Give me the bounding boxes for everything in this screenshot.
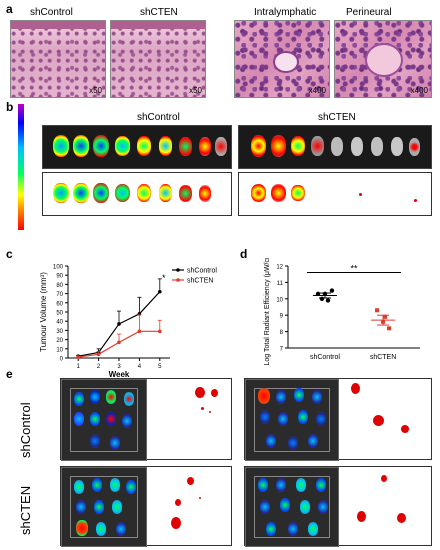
data-point — [117, 340, 121, 345]
ex-vivo-image-shcten-1 — [60, 466, 232, 547]
ex-vivo-dish — [61, 379, 147, 461]
y-axis-label: Log Total Radiant Efficiency (μW/cm²) — [264, 258, 271, 365]
histology-image-perineural: x400 — [334, 20, 432, 98]
y-tick-label: 7 — [280, 347, 284, 353]
y-tick-label: 60 — [56, 301, 63, 307]
x-tick-label: 1 — [77, 364, 81, 370]
y-tick-label: 80 — [56, 283, 63, 289]
data-point — [76, 355, 80, 359]
legend-marker — [176, 278, 180, 282]
ex-vivo-image-shcten-2 — [244, 466, 432, 547]
data-point — [158, 329, 162, 334]
histology-image-intralymphatic: x400 — [234, 20, 330, 98]
y-axis-label: Tumour Volume (mm³) — [39, 272, 48, 352]
ivis-image-shcontrol — [42, 125, 232, 169]
data-point — [329, 288, 335, 293]
ex-vivo-dish — [61, 467, 147, 547]
y-tick-label: 90 — [56, 274, 63, 280]
y-tick-label: 12 — [276, 265, 283, 271]
data-point — [117, 322, 121, 326]
magnification-label: x400 — [308, 86, 326, 95]
x-tick-label: 5 — [158, 364, 162, 370]
y-tick-label: 20 — [56, 338, 63, 344]
data-point — [325, 298, 331, 303]
panel-a-title-shcten: shCTEN — [140, 7, 178, 18]
panel-label-a: a — [6, 2, 13, 16]
radiant-efficiency-chart: Log Total Radiant Efficiency (μW/cm²) **… — [264, 258, 420, 365]
panel-a-title-shcontrol: shControl — [30, 7, 73, 18]
data-point — [96, 352, 101, 357]
tumour-volume-chart: Tumour Volume (mm³) Week * 0 10 20 30 40 50 60… — [39, 265, 217, 379]
y-tick-label: 10 — [276, 297, 283, 303]
ex-vivo-image-shcontrol-2 — [244, 378, 432, 461]
y-tick-label: 40 — [56, 320, 63, 326]
panel-e-row-label-shcontrol: shControl — [18, 402, 33, 458]
y-tick-label: 11 — [277, 281, 284, 287]
y-tick-label: 8 — [280, 330, 284, 336]
histology-image-shcontrol: x50 — [10, 20, 106, 98]
significance-annotation: * — [162, 273, 166, 283]
significance-annotation: ** — [350, 264, 358, 274]
panel-b-title-shcten: shCTEN — [318, 112, 356, 123]
magnification-label: x50 — [89, 86, 102, 95]
y-tick-label: 10 — [56, 347, 63, 353]
ivis-overlay-shcontrol — [42, 172, 232, 216]
x-tick-label: 3 — [117, 364, 121, 370]
ivis-overlay-shcten — [238, 172, 432, 216]
panel-e-row-label-shcten: shCTEN — [18, 485, 33, 535]
y-tick-label: 50 — [56, 311, 63, 317]
x-tick-label: shCTEN — [370, 354, 396, 361]
magnification-label: x400 — [410, 86, 428, 95]
nerve-bundle — [365, 43, 403, 77]
histology-image-shcten: x50 — [110, 20, 206, 98]
panel-b-title-shcontrol: shControl — [137, 112, 180, 123]
x-tick-label: 4 — [138, 364, 142, 370]
x-axis-label: Week — [109, 370, 130, 378]
y-tick-label: 9 — [280, 314, 284, 320]
lymphatic-vessel — [273, 51, 299, 73]
x-tick-label: 2 — [97, 364, 101, 370]
y-tick-label: 30 — [56, 329, 63, 335]
ex-vivo-dish — [245, 379, 339, 461]
data-point — [158, 289, 162, 294]
legend-marker — [176, 268, 180, 272]
y-tick-label: 100 — [53, 265, 64, 271]
legend-label: shControl — [187, 268, 217, 275]
panel-label-c: c — [6, 247, 13, 261]
data-point — [137, 329, 142, 334]
magnification-label: x50 — [189, 86, 202, 95]
legend-label: shCTEN — [187, 278, 213, 285]
panel-label-b: b — [6, 100, 14, 114]
panel-a-title-intralymphatic: Intralymphatic — [254, 7, 317, 18]
y-tick-label: 70 — [56, 292, 63, 298]
panel-a-title-perineural: Perineural — [346, 7, 392, 18]
y-tick-label: 0 — [60, 357, 64, 363]
data-point — [319, 296, 325, 301]
radiance-color-scale — [18, 104, 24, 230]
panel-label-e: e — [6, 367, 13, 381]
x-tick-label: shControl — [310, 354, 340, 361]
data-point — [383, 314, 388, 319]
panel-label-d: d — [240, 247, 248, 261]
ex-vivo-image-shcontrol-1 — [60, 378, 232, 461]
data-point — [387, 326, 392, 331]
ivis-image-shcten — [238, 125, 432, 169]
ex-vivo-dish — [245, 467, 339, 547]
data-point — [375, 308, 380, 313]
